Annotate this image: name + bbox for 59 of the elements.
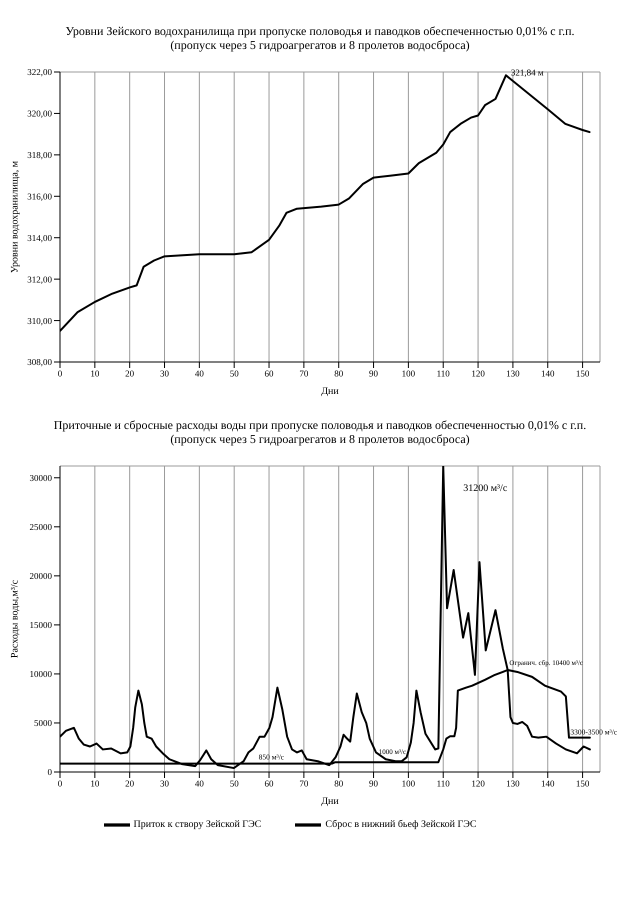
y-tick-label: 10000 [30,669,52,680]
x-tick-label: 100 [402,368,416,378]
x-tick-label: 90 [369,368,379,378]
x-axis-title: Дни [321,796,340,807]
y-tick-label: 15000 [30,620,52,630]
x-tick-label: 10 [90,778,100,788]
y-tick-label: 314,00 [27,232,52,243]
x-tick-label: 80 [334,368,344,378]
y-tick-label: 25000 [30,522,52,532]
x-tick-label: 50 [230,778,240,788]
x-tick-label: 140 [540,778,555,788]
legend-label: Приток к створу Зейской ГЭС [134,819,262,830]
y-axis-title: Уровни водохранилища, м [10,160,21,274]
x-axis-title: Дни [321,386,340,397]
x-tick-label: 150 [576,778,590,788]
x-tick-label: 0 [58,368,63,378]
x-tick-label: 100 [402,778,416,788]
x-tick-label: 130 [506,778,520,788]
x-tick-label: 60 [264,778,274,788]
annotation: 321,84 м [510,67,544,78]
x-tick-label: 40 [194,368,204,378]
x-tick-label: 10 [90,368,100,378]
y-tick-label: 5000 [34,718,52,728]
chart-subtitle: (пропуск через 5 гидроагрегатов и 8 пролетов водосброса) [169,38,471,52]
annotation: 31200 м³/с [463,483,508,494]
chart-title: Приточные и сбросные расходы воды при пропуске половодья и паводков обеспеченностью 0,01% с г.п. [52,418,588,432]
x-tick-label: 120 [471,368,486,378]
y-tick-label: 20000 [30,571,52,582]
x-tick-label: 110 [436,368,450,378]
x-tick-label: 80 [334,778,344,788]
x-tick-label: 30 [160,778,170,788]
x-tick-label: 110 [436,778,450,788]
x-tick-label: 50 [230,368,240,378]
x-tick-label: 140 [540,368,555,378]
x-tick-label: 30 [160,368,170,378]
x-tick-label: 0 [58,778,63,788]
y-axis-title: Расходы воды,м³/с [10,579,21,658]
x-tick-label: 90 [369,778,379,788]
y-tick-label: 310,00 [27,316,52,326]
x-tick-label: 70 [299,368,309,378]
chart-subtitle: (пропуск через 5 гидроагрегатов и 8 пролетов водосброса) [169,432,471,446]
x-tick-label: 150 [576,368,590,378]
x-tick-label: 60 [264,368,274,378]
y-tick-label: 320,00 [27,108,52,119]
y-tick-label: 308,00 [27,357,52,368]
x-tick-label: 20 [125,778,135,788]
y-tick-label: 0 [48,767,52,778]
y-tick-label: 322,00 [27,67,52,78]
y-tick-label: 316,00 [27,191,52,202]
x-tick-label: 130 [506,368,520,378]
x-tick-label: 70 [299,778,309,788]
y-tick-label: 312,00 [27,274,52,284]
y-tick-label: 318,00 [27,150,52,160]
x-tick-label: 40 [194,778,204,788]
legend-label: Сброс в нижний бьеф Зейской ГЭС [325,819,476,830]
y-tick-label: 30000 [30,472,52,483]
x-tick-label: 120 [471,778,486,788]
x-tick-label: 20 [125,368,135,378]
chart-title: Уровни Зейского водохранилища при пропуске половодья и паводков обеспеченностью 0,01% с г.п. [64,24,576,38]
